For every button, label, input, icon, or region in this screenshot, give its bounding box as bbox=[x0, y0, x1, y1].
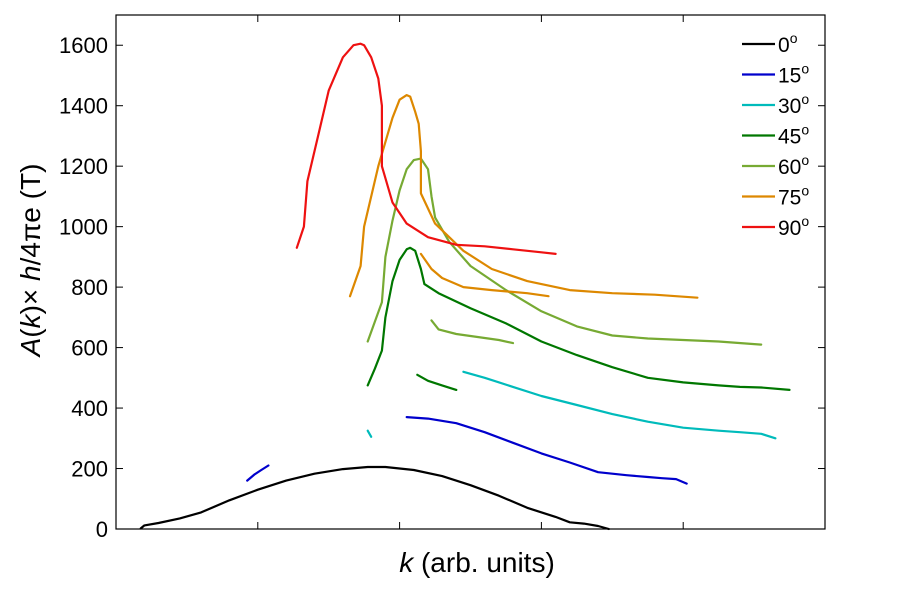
legend-degree: o bbox=[801, 122, 809, 138]
series-line-45 bbox=[416, 373, 458, 391]
y-tick-label: 1400 bbox=[59, 94, 108, 119]
y-tick-label: 1200 bbox=[59, 154, 108, 179]
series-line-0 bbox=[139, 465, 610, 531]
y-axis-title-fn: A bbox=[15, 338, 46, 359]
legend-label-75: 75o bbox=[778, 183, 809, 210]
y-tick-label: 600 bbox=[71, 336, 108, 361]
y-axis-title: A(k)× h/4πe (T) bbox=[15, 164, 46, 359]
y-axis-title-mid: × bbox=[15, 281, 46, 305]
y-tick-label: 1000 bbox=[59, 215, 108, 240]
legend-label-15: 15o bbox=[778, 61, 809, 88]
series-line-45 bbox=[366, 246, 791, 391]
y-axis-title-tail: /4πe (T) bbox=[15, 164, 46, 266]
series-line-75 bbox=[348, 94, 699, 299]
legend-degree: o bbox=[801, 61, 809, 77]
y-axis-title-open: ( bbox=[15, 328, 46, 338]
plot-area bbox=[115, 14, 826, 530]
y-tick-label: 200 bbox=[71, 457, 108, 482]
series-line-15 bbox=[405, 416, 688, 485]
legend-degree: o bbox=[801, 91, 809, 107]
y-tick-label: 400 bbox=[71, 396, 108, 421]
y-axis-title-h: h bbox=[15, 265, 46, 281]
x-axis-title-rest: (arb. units) bbox=[413, 547, 555, 578]
series-line-60 bbox=[366, 157, 763, 346]
y-tick-label: 0 bbox=[96, 517, 108, 542]
series-line-90 bbox=[295, 42, 557, 255]
series-line-30 bbox=[462, 370, 777, 440]
series-line-60 bbox=[430, 319, 515, 345]
legend-degree: o bbox=[801, 152, 809, 168]
y-axis-title-close: ) bbox=[15, 305, 46, 314]
x-axis-title-var: k bbox=[399, 547, 415, 578]
y-tick-label: 800 bbox=[71, 275, 108, 300]
tick-layer: 0 200 400 600 800 1000 1200 1400 1600 bbox=[59, 15, 825, 542]
legend-degree: o bbox=[801, 213, 809, 229]
y-tick-label: 1600 bbox=[59, 33, 108, 58]
series-layer bbox=[139, 42, 791, 531]
y-axis-title-var: k bbox=[15, 312, 46, 328]
legend-degree: o bbox=[801, 183, 809, 199]
series-line-30 bbox=[366, 429, 373, 438]
legend-degree: o bbox=[790, 30, 798, 46]
x-axis-title: k (arb. units) bbox=[399, 547, 555, 578]
series-line-75 bbox=[419, 252, 550, 298]
series-line-15 bbox=[246, 464, 270, 482]
